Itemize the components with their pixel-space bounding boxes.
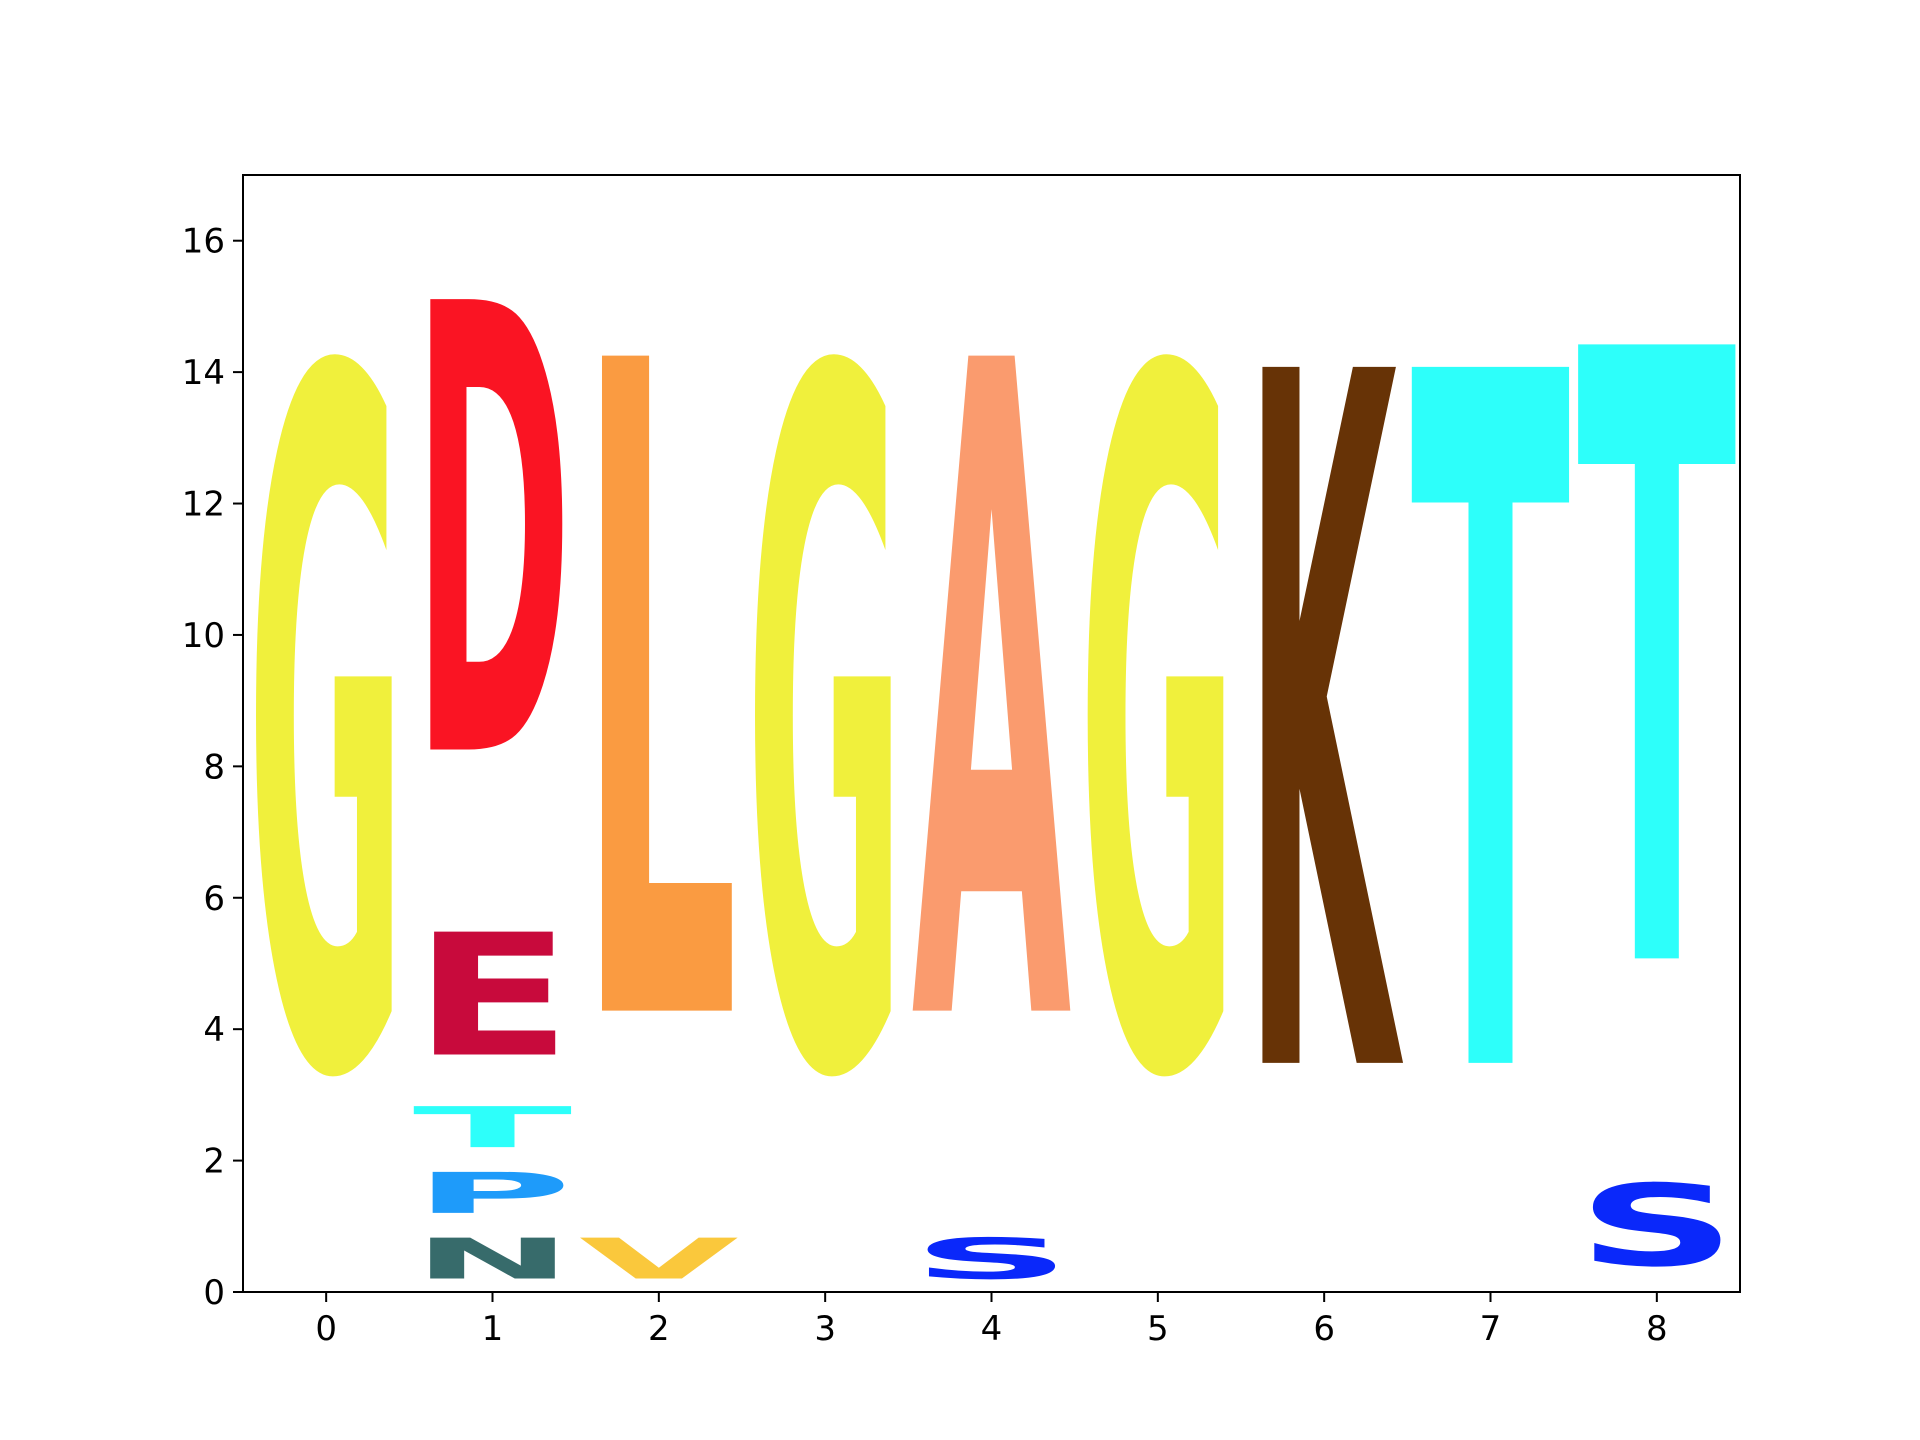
y-tick-label: 10 [182, 616, 225, 656]
logo-letter-d: D [413, 176, 573, 896]
logo-letter-l: L [579, 177, 739, 1223]
y-tick-label: 4 [203, 1010, 225, 1050]
logo-letter-v: V [579, 1227, 739, 1292]
x-tick-label: 0 [315, 1309, 337, 1349]
logo-letter-t: T [1577, 176, 1738, 1157]
logo-letter-s: S [1577, 1161, 1737, 1291]
logo-letter-n: N [413, 1227, 573, 1292]
x-tick-label: 5 [1147, 1309, 1169, 1349]
y-tick-label: 14 [182, 353, 225, 393]
logo-letter-s: S [912, 1227, 1072, 1292]
y-tick-label: 12 [182, 485, 225, 525]
logo-letter-t: T [1411, 177, 1572, 1288]
logo-letter-g: G [1078, 179, 1238, 1289]
y-tick-label: 0 [203, 1273, 225, 1313]
y-axis: 0 2 4 6 8 10 12 14 16 [182, 222, 243, 1313]
logo-letter-k: K [1244, 176, 1404, 1288]
logo-letter-g: G [246, 179, 406, 1289]
x-tick-label: 4 [981, 1309, 1003, 1349]
logo-letter-e: E [413, 899, 573, 1095]
y-tick-label: 8 [203, 747, 225, 787]
y-tick-label: 2 [203, 1142, 225, 1182]
logo-letter-a: A [912, 177, 1073, 1223]
x-tick-label: 8 [1646, 1309, 1668, 1349]
x-tick-label: 7 [1480, 1309, 1502, 1349]
x-axis: 0 1 2 3 4 5 6 7 8 [315, 1292, 1668, 1349]
logo-letter-p: P [413, 1161, 573, 1227]
logo-letter-t: T [413, 1095, 573, 1160]
x-tick-label: 2 [648, 1309, 670, 1349]
x-tick-label: 1 [482, 1309, 504, 1349]
y-tick-label: 6 [203, 879, 225, 919]
logo-letter-g: G [745, 179, 905, 1289]
y-tick-label: 16 [182, 222, 225, 262]
x-tick-label: 3 [814, 1309, 836, 1349]
x-tick-label: 6 [1313, 1309, 1335, 1349]
